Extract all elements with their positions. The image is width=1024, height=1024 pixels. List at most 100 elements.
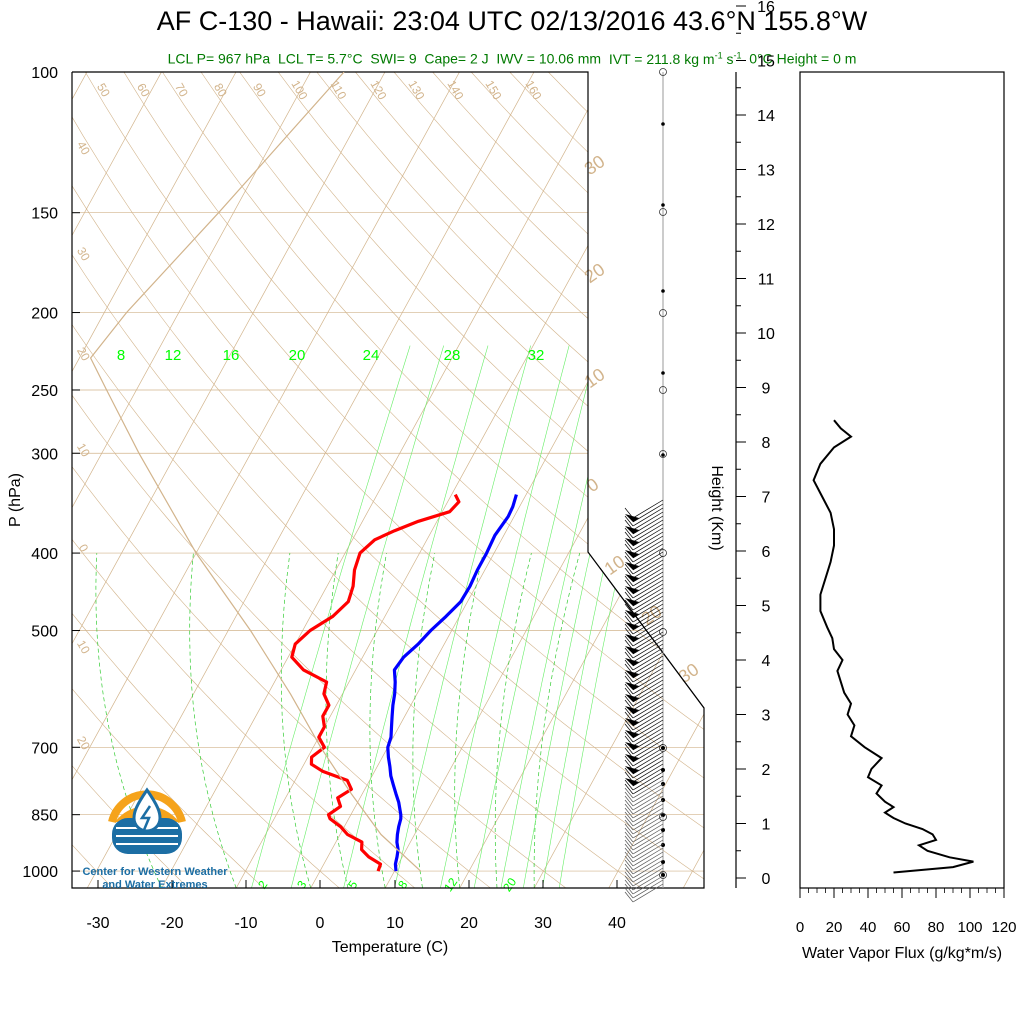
y-tick-label: 250	[31, 383, 58, 400]
wind-barb	[632, 859, 664, 879]
x-tick-label: 10	[386, 915, 404, 932]
height-tick-label: 0	[762, 871, 771, 888]
wind-barb-flag	[625, 586, 639, 594]
isotherm-line	[72, 72, 162, 888]
wind-barb	[632, 663, 664, 683]
wind-barb	[632, 851, 664, 871]
wind-barb-flag	[625, 778, 639, 786]
y-axis-label: P (hPa)	[7, 473, 24, 527]
height-tick-label: 16	[757, 0, 775, 16]
wind-barb	[632, 783, 664, 803]
water-vapor-flux-panel: 0 20 40 60 80 100 120 Water Vapor Flux (g/kg*m/…	[796, 71, 1017, 962]
x-tick-label: -20	[160, 915, 183, 932]
wind-barb	[632, 691, 664, 711]
x-tick-label: 30	[534, 915, 552, 932]
moist-adiabat	[280, 553, 312, 888]
wind-barb	[632, 711, 664, 731]
moist-adiabat	[369, 553, 387, 888]
moist-adiabat	[494, 553, 532, 888]
wind-barb-feather	[624, 695, 634, 707]
plot-border-diagonal	[599, 567, 705, 709]
wind-barbs	[624, 68, 667, 903]
wind-barb	[632, 623, 664, 643]
wind-barb-feather	[624, 611, 634, 623]
height-tick-label: 6	[762, 544, 771, 561]
flux-x-tick-label: 40	[860, 919, 877, 936]
mixing-ratio-label: 16	[223, 347, 240, 364]
dry-adiabat	[470, 72, 704, 888]
wind-barb-flag	[625, 526, 639, 534]
wind-barb-feather	[624, 799, 634, 811]
dry-adiabat-label: 20	[74, 734, 93, 753]
wind-barb	[632, 499, 664, 519]
dry-adiabat	[162, 72, 704, 888]
wind-barb	[632, 839, 664, 859]
wind-barb-feather	[624, 743, 634, 755]
y-tick-label: 700	[31, 740, 58, 757]
isotherm-line	[682, 72, 704, 888]
wind-barb	[632, 803, 664, 823]
wind-barb	[632, 615, 664, 635]
height-tick-label: 5	[762, 599, 771, 616]
mixing-ratio-label: 8	[117, 347, 125, 364]
wind-barb	[632, 875, 664, 895]
wind-barb-feather	[624, 787, 634, 799]
wind-barb	[632, 699, 664, 719]
wind-barb-flag	[625, 766, 639, 774]
height-tick-label: 14	[757, 108, 775, 125]
wind-level-dot	[661, 289, 665, 293]
wind-barb	[632, 527, 664, 547]
height-tick-label: 8	[762, 435, 771, 452]
isotherm-line	[86, 72, 535, 888]
x-tick-label: 20	[460, 915, 478, 932]
wind-barb	[632, 671, 664, 691]
wind-barb-feather	[624, 819, 634, 831]
wind-barb-flag	[625, 646, 639, 654]
height-tick-label: 4	[762, 653, 771, 670]
wind-barb-flag	[625, 682, 639, 690]
wind-barb-flag	[625, 670, 639, 678]
profile-temperature	[290, 493, 461, 872]
profile-dewpoint	[386, 494, 518, 872]
height-tick-label: 12	[757, 217, 775, 234]
wind-barb	[632, 743, 664, 763]
wind-barb	[632, 543, 664, 563]
x-tick-label: 40	[608, 915, 626, 932]
wind-barb	[632, 631, 664, 651]
moist-adiabat-label: 20	[581, 259, 609, 287]
wind-barb	[632, 507, 664, 527]
wind-barb-feather	[624, 871, 634, 883]
dry-adiabat	[72, 72, 704, 888]
dry-adiabat	[200, 72, 704, 888]
wind-barb	[632, 511, 664, 531]
wind-barb-feather	[624, 659, 634, 671]
wind-barb	[632, 739, 664, 759]
wind-barb	[632, 707, 664, 727]
dry-adiabat	[72, 72, 704, 888]
wind-barb	[632, 551, 664, 571]
wind-barb	[632, 759, 664, 779]
mixing-ratio-line	[290, 345, 444, 888]
wind-barb	[632, 515, 664, 535]
dry-adiabat-label: 110	[328, 78, 350, 102]
wind-barb	[632, 575, 664, 595]
dry-adiabat-label: 20	[74, 345, 93, 364]
mixing-ratio-line	[523, 345, 639, 888]
wind-barb-feather	[624, 599, 634, 611]
wind-level-dot	[661, 203, 665, 207]
wind-barb-feather	[624, 587, 634, 599]
dry-adiabat	[239, 72, 704, 888]
dry-adiabat-label: 130	[405, 78, 427, 103]
mixing-ratio-label: 12	[165, 347, 182, 364]
y-tick-label: 850	[31, 808, 58, 825]
logo-text: Center for Western Weather and Water Ext…	[80, 866, 230, 892]
mixing-ratio-label: 28	[444, 347, 461, 364]
wind-barb	[632, 611, 664, 631]
iwv-value: IWV = 10.06 mm	[496, 50, 602, 67]
wind-level-circle	[659, 871, 667, 879]
wind-barb-feather	[624, 635, 634, 647]
dry-adiabat-label: 10	[74, 638, 93, 657]
wind-barb-feather	[624, 815, 634, 827]
wind-barb	[632, 547, 664, 567]
